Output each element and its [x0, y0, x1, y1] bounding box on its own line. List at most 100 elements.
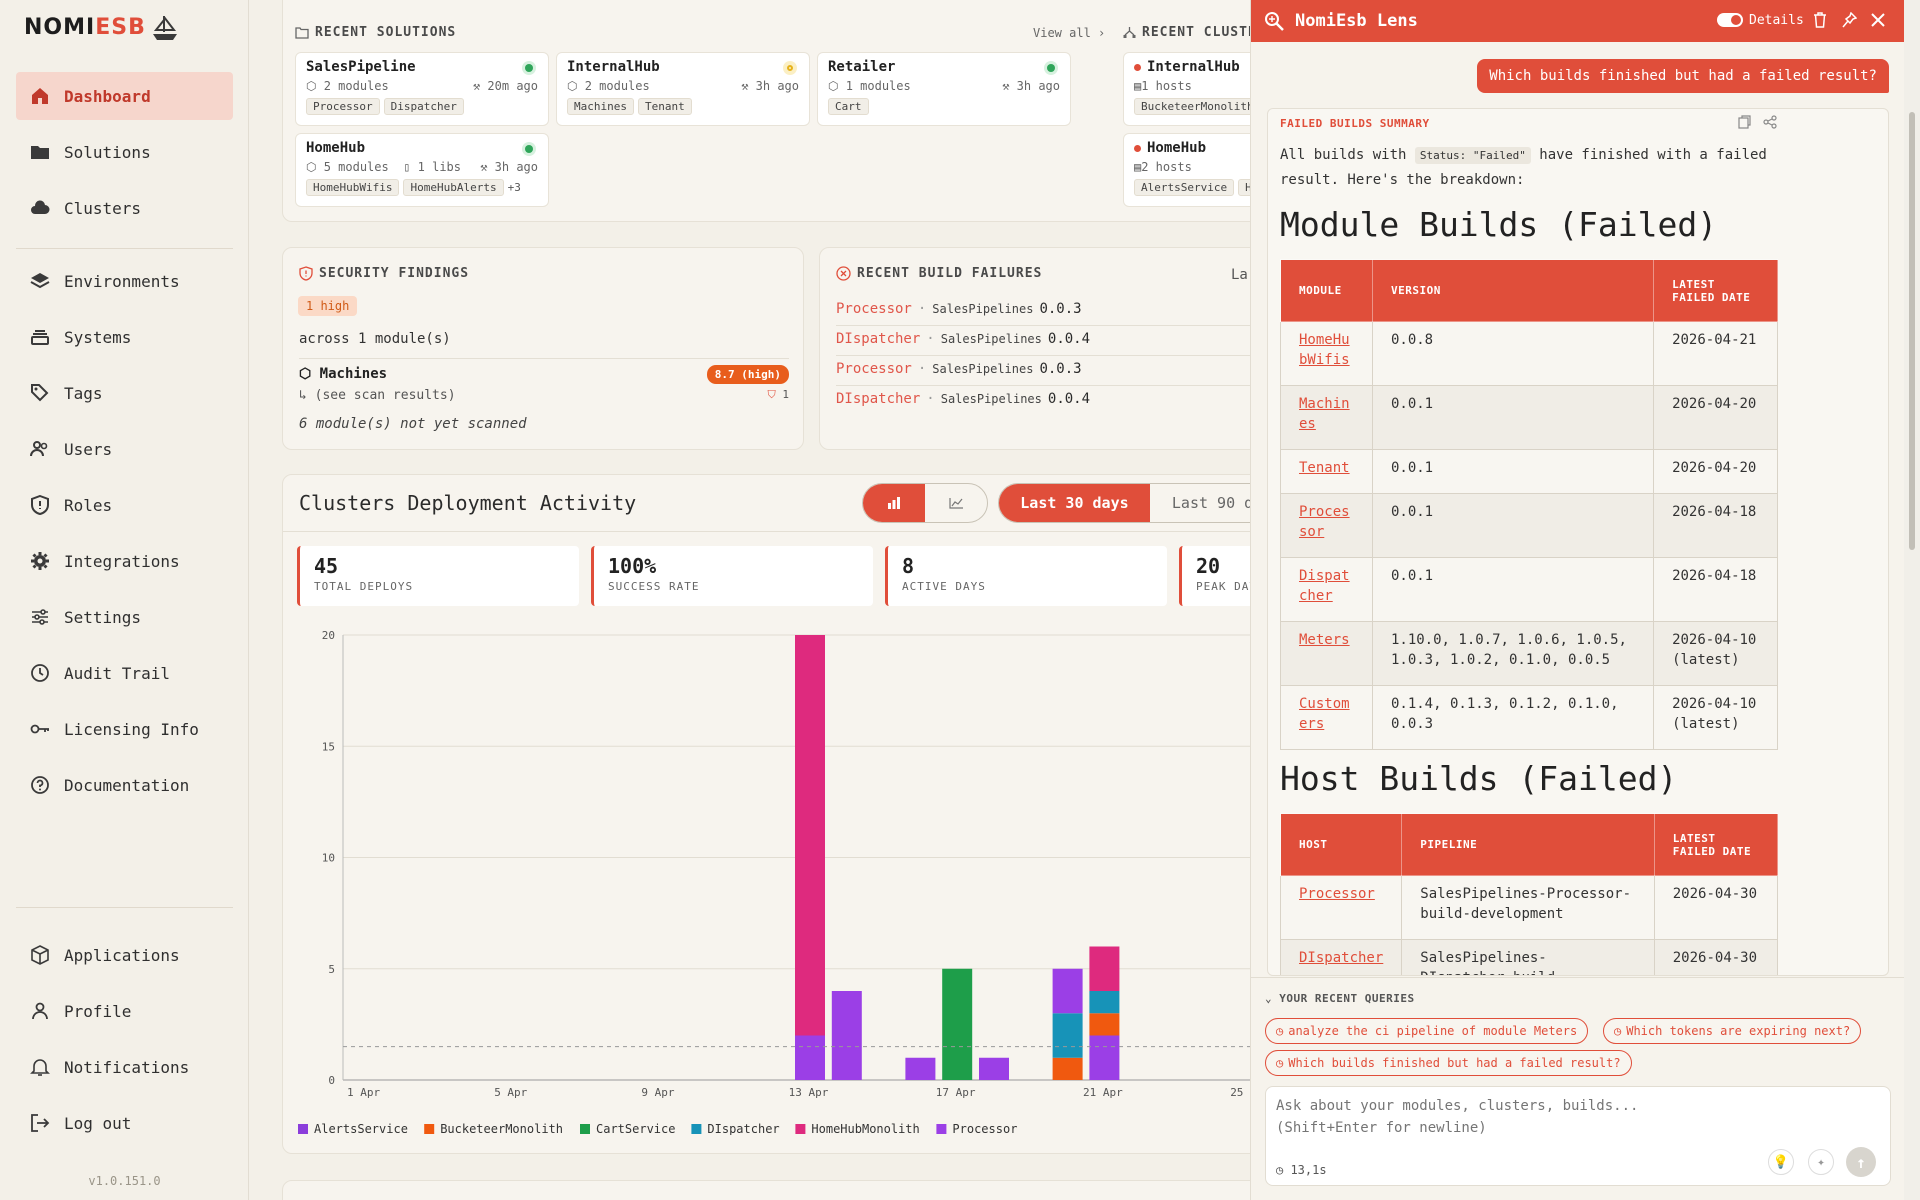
- module-builds-table: MODULE VERSION LATEST FAILED DATE HomeHu…: [1280, 259, 1778, 750]
- cluster-card[interactable]: InternalHub ▤ 1 hosts BucketeerMonolith: [1123, 52, 1250, 126]
- recent-query-chip[interactable]: ◷ analyze the ci pipeline of module Meter…: [1265, 1018, 1589, 1044]
- response-timing: ◷ 13,1s: [1276, 1163, 1327, 1177]
- range-90-days-button[interactable]: Last 90 d: [1171, 494, 1250, 512]
- nav-integrations[interactable]: Integrations: [16, 537, 233, 585]
- module-tag[interactable]: HomeHubAlerts: [403, 179, 504, 196]
- cluster-hosts: 1 hosts: [1141, 79, 1192, 93]
- date-cell: 2026-04-20: [1653, 385, 1778, 450]
- solution-name: SalesPipeline: [306, 59, 416, 75]
- host-tag[interactable]: AlertsService: [1134, 179, 1235, 196]
- nav-notifications[interactable]: Notifications: [16, 1043, 233, 1091]
- chat-input-box: ◷ 13,1s 💡 ✦ ↑: [1265, 1086, 1891, 1186]
- recent-query-chip[interactable]: ◷ Which tokens are expiring next?: [1603, 1018, 1862, 1044]
- nav-roles[interactable]: Roles: [16, 481, 233, 529]
- see-scan-results-link[interactable]: ↳ (see scan results): [299, 388, 456, 403]
- security-across-text: across 1 module(s): [299, 331, 451, 347]
- module-link[interactable]: Machines: [1299, 396, 1350, 432]
- legend-label: AlertsService: [314, 1122, 408, 1135]
- module-link[interactable]: Tenant: [1299, 460, 1350, 476]
- nav-documentation[interactable]: Documentation: [16, 761, 233, 809]
- magic-wand-icon[interactable]: ✦: [1808, 1149, 1834, 1175]
- host-tag[interactable]: BucketeerMonolith: [1134, 98, 1250, 115]
- share-icon[interactable]: [1763, 115, 1777, 129]
- solution-time: ⚒ 3h ago: [480, 160, 538, 174]
- cluster-name: HomeHub: [1147, 140, 1207, 156]
- build-failure-row[interactable]: DIspatcher · SalesPipelines 0.0.4: [836, 331, 1091, 347]
- module-link[interactable]: Customers: [1299, 696, 1350, 732]
- nav-divider: [16, 248, 233, 249]
- recent-queries-header[interactable]: ⌄ YOUR RECENT QUERIES: [1265, 992, 1415, 1005]
- legend-swatch: [298, 1124, 308, 1134]
- nav-audit-trail[interactable]: Audit Trail: [16, 649, 233, 697]
- chat-input[interactable]: [1276, 1095, 1796, 1145]
- build-failure-row[interactable]: Processor · SalesPipelines 0.0.3: [836, 361, 1082, 377]
- module-tag[interactable]: HomeHubWifis: [306, 179, 400, 196]
- bar-chart-button[interactable]: [863, 484, 925, 522]
- cluster-card[interactable]: HomeHub ▤ 2 hosts AlertsServiceHomeHu: [1123, 133, 1250, 207]
- legend-label: CartService: [596, 1122, 675, 1135]
- nav-systems-label: Systems: [64, 327, 132, 347]
- recent-query-chip[interactable]: ◷ Which builds finished but had a failed …: [1265, 1050, 1632, 1076]
- legend-swatch: [424, 1124, 435, 1134]
- build-failure-row[interactable]: Processor · SalesPipelines 0.0.3: [836, 301, 1082, 317]
- scrollbar-thumb[interactable]: [1909, 112, 1915, 550]
- box-small-icon: ⬡: [306, 160, 324, 174]
- box-small-icon: ⬡: [299, 366, 320, 382]
- queries-and-input: ⌄ YOUR RECENT QUERIES ◷ analyze the ci pi…: [1251, 977, 1905, 1200]
- nav-tags[interactable]: Tags: [16, 369, 233, 417]
- solution-card[interactable]: SalesPipeline ⬡ 2 modules ⚒ 20m ago Proce…: [295, 52, 549, 126]
- module-link[interactable]: Processor: [1299, 504, 1350, 540]
- app-logo[interactable]: NOMIESB: [24, 12, 180, 42]
- nav-clusters[interactable]: Clusters: [16, 184, 233, 232]
- module-link[interactable]: HomeHubWifis: [1299, 332, 1350, 368]
- solution-card[interactable]: Retailer ⬡ 1 modules ⚒ 3h ago Cart: [817, 52, 1071, 126]
- nav-profile[interactable]: Profile: [16, 987, 233, 1035]
- module-tag[interactable]: Machines: [567, 98, 634, 115]
- module-tag[interactable]: Tenant: [637, 98, 692, 115]
- range-30-days-button[interactable]: Last 30 days: [999, 484, 1150, 522]
- finding-module[interactable]: ⬡ Machines: [299, 366, 387, 382]
- view-all-link[interactable]: View all ›: [1033, 26, 1105, 40]
- nav-settings[interactable]: Settings: [16, 593, 233, 641]
- solution-card[interactable]: HomeHub ⬡ 5 modules ▯ 1 libs ⚒ 3h ago Hom…: [295, 133, 549, 207]
- nav-dashboard[interactable]: Dashboard: [16, 72, 233, 120]
- nav-environments[interactable]: Environments: [16, 257, 233, 305]
- more-tags-count[interactable]: +3: [507, 181, 521, 194]
- chart-type-toggle: [862, 483, 988, 523]
- bar-segment: [1089, 1035, 1120, 1080]
- trash-icon[interactable]: [1813, 12, 1827, 28]
- module-tag[interactable]: Processor: [306, 98, 380, 115]
- legend-label: DIspatcher: [707, 1122, 779, 1135]
- version-cell: 1.10.0, 1.0.7, 1.0.6, 1.0.5, 1.0.3, 1.0.…: [1371, 621, 1655, 686]
- nav-solutions[interactable]: Solutions: [16, 128, 233, 176]
- details-toggle[interactable]: [1717, 13, 1743, 27]
- build-failure-row[interactable]: DIspatcher · SalesPipelines 0.0.4: [836, 391, 1091, 407]
- sliders-icon: [32, 609, 48, 625]
- nav-users[interactable]: Users: [16, 425, 233, 473]
- send-button[interactable]: ↑: [1846, 1147, 1876, 1177]
- host-link[interactable]: DIspatcher: [1299, 950, 1384, 966]
- module-tag[interactable]: Dispatcher: [383, 98, 464, 115]
- chevron-down-icon: ⌄: [1265, 992, 1280, 1005]
- solution-card[interactable]: InternalHub ⬡ 2 modules ⚒ 3h ago Machines…: [556, 52, 810, 126]
- nav-logout[interactable]: Log out: [16, 1099, 233, 1147]
- host-tag[interactable]: HomeHu: [1238, 179, 1250, 196]
- pin-icon[interactable]: [1842, 12, 1857, 28]
- module-link[interactable]: Dispatcher: [1299, 568, 1350, 604]
- module-tag[interactable]: Cart: [828, 98, 869, 115]
- lightbulb-icon[interactable]: 💡: [1768, 1149, 1794, 1175]
- table-row: DIspatcher SalesPipelines-DIspatcher-buil…: [1279, 939, 1779, 975]
- line-chart-button[interactable]: [925, 484, 987, 522]
- column-header: LATEST FAILED DATE: [1653, 259, 1778, 322]
- lens-scrollbar[interactable]: [1904, 0, 1920, 1200]
- module-link[interactable]: Meters: [1299, 632, 1350, 648]
- host-link[interactable]: Processor: [1299, 886, 1375, 902]
- copy-icon[interactable]: [1738, 115, 1751, 129]
- nav-licensing[interactable]: Licensing Info: [16, 705, 233, 753]
- nav-systems[interactable]: Systems: [16, 313, 233, 361]
- nav-applications[interactable]: Applications: [16, 931, 233, 979]
- nav-logout-label: Log out: [64, 1113, 132, 1133]
- close-icon[interactable]: [1871, 13, 1885, 27]
- latest-link[interactable]: La: [1231, 267, 1248, 283]
- date-cell: 2026-04-10 (latest): [1653, 621, 1778, 686]
